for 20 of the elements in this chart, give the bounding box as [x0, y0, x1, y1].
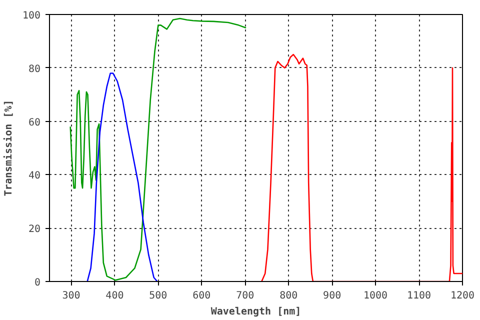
y-tick-label: 80	[28, 64, 41, 75]
x-axis-title: Wavelength [nm]	[210, 306, 302, 318]
x-tick-label: 900	[323, 290, 342, 302]
x-tick-label: 600	[192, 290, 211, 302]
y-axis-title: Transmission [%]	[2, 100, 14, 196]
x-tick-label: 1200	[450, 290, 475, 302]
x-tick-label: 300	[62, 290, 80, 302]
x-tick-label: 1100	[406, 290, 432, 302]
y-tick-label: 20	[28, 224, 41, 236]
y-tick-label: 0	[34, 278, 41, 288]
x-tick-label: 500	[149, 290, 168, 302]
y-tick-label: 60	[28, 117, 41, 128]
y-tick-label: 100	[22, 10, 40, 22]
line-series	[86, 72, 158, 282]
line-series	[70, 18, 247, 281]
x-tick-label: 700	[236, 290, 254, 302]
x-tick-label: 1000	[364, 290, 388, 302]
y-tick-label: 40	[28, 170, 41, 182]
x-tick-label: 400	[106, 290, 124, 302]
x-tick-label: 800	[280, 290, 298, 302]
